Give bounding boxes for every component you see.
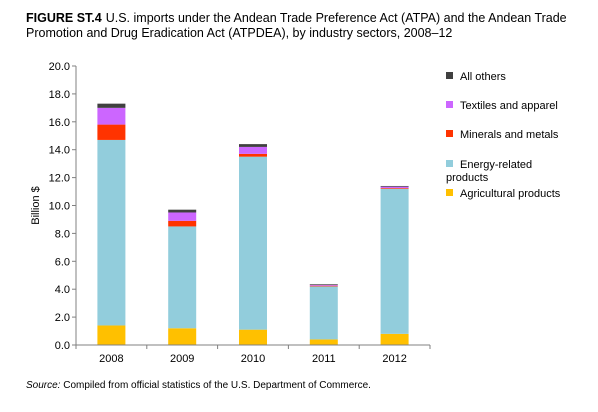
bar-segment-agricultural-products-2008 [97, 325, 126, 345]
bar-segment-energy-related-products-2009 [168, 226, 197, 329]
legend-swatch [446, 160, 453, 167]
y-tick-label: 2.0 [55, 312, 70, 324]
x-tick-label: 2011 [312, 353, 336, 365]
x-tick-label: 2009 [170, 353, 194, 365]
figure-title-text: U.S. imports under the Andean Trade Pref… [26, 11, 567, 40]
legend-label: Minerals and metals [460, 129, 559, 141]
bar-segment-all-others-2012 [380, 185, 409, 187]
y-tick-label: 0.0 [55, 340, 70, 352]
legend-label: Textiles and apparel [460, 100, 558, 112]
legend-swatch [446, 130, 453, 137]
y-tick-label: 16.0 [49, 117, 70, 129]
x-axis-ticks: 2008 2009 2010 2011 2012 [75, 345, 431, 365]
x-tick-label: 2008 [99, 353, 123, 365]
bar-segment-all-others-2009 [168, 209, 197, 213]
bar-segment-energy-related-products-2008 [97, 139, 126, 326]
legend: All others Textiles and apparel Minerals a… [446, 71, 561, 200]
bar-segment-minerals-and-metals-2011 [309, 285, 338, 287]
source-text: Compiled from official statistics of the… [63, 380, 371, 391]
bar-segment-agricultural-products-2012 [380, 333, 409, 345]
bar-segment-agricultural-products-2009 [168, 328, 197, 345]
legend-label: Energy-related products [446, 159, 532, 184]
bar-segment-minerals-and-metals-2012 [380, 188, 409, 189]
bar-segment-minerals-and-metals-2010 [239, 153, 267, 157]
bar-segment-energy-related-products-2011 [309, 286, 338, 340]
bar-segment-minerals-and-metals-2008 [97, 124, 126, 140]
y-tick-label: 8.0 [55, 228, 70, 240]
y-tick-label: 20.0 [49, 61, 70, 73]
bar-segment-textiles-and-apparel-2008 [97, 107, 126, 125]
bar-segment-all-others-2008 [97, 103, 126, 108]
y-tick-label: 12.0 [49, 173, 70, 185]
bars [97, 103, 409, 345]
source-label: Source: [26, 380, 61, 391]
legend-swatch [446, 189, 453, 196]
legend-label: Agricultural products [460, 188, 561, 200]
y-tick-label: 10.0 [49, 201, 70, 213]
bar-segment-energy-related-products-2012 [380, 188, 409, 334]
legend-label: All others [460, 71, 506, 83]
bar-segment-textiles-and-apparel-2011 [309, 285, 338, 286]
y-tick-label: 6.0 [55, 256, 70, 268]
y-axis-label: Billion $ [30, 186, 42, 225]
bar-segment-agricultural-products-2011 [309, 339, 338, 345]
axes [75, 66, 430, 346]
legend-swatch [446, 101, 453, 108]
bar-segment-all-others-2010 [239, 144, 267, 147]
bar-segment-textiles-and-apparel-2009 [168, 212, 197, 221]
bar-segment-energy-related-products-2010 [239, 156, 267, 330]
y-axis-label-group: Billion $ [30, 186, 42, 225]
y-tick-label: 14.0 [49, 145, 70, 157]
x-tick-label: 2010 [241, 353, 265, 365]
figure-title: FIGURE ST.4 U.S. imports under the Andean… [26, 11, 586, 41]
bar-segment-textiles-and-apparel-2012 [380, 186, 409, 189]
y-tick-label: 18.0 [49, 89, 70, 101]
bar-segment-textiles-and-apparel-2010 [239, 146, 267, 154]
legend-swatch [446, 72, 453, 79]
y-axis-ticks: 0.0 2.0 4.0 6.0 8.0 10.0 12.0 14.0 16.0 18.0 20.0 [49, 61, 76, 352]
source-note: Source: Compiled from official statistic… [26, 380, 371, 391]
x-tick-label: 2012 [382, 353, 406, 365]
figure-label: FIGURE ST.4 [26, 11, 102, 25]
bar-segment-agricultural-products-2010 [239, 329, 267, 345]
bar-segment-minerals-and-metals-2009 [168, 220, 197, 227]
bar-segment-all-others-2011 [309, 284, 338, 286]
y-tick-label: 4.0 [55, 284, 70, 296]
